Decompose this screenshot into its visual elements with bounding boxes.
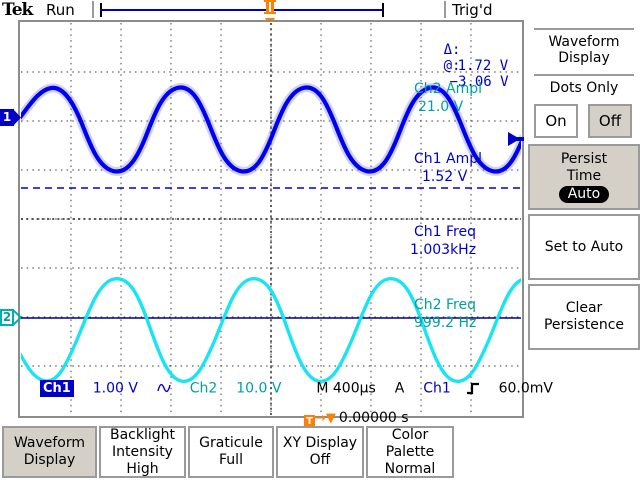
- ch2-label[interactable]: Ch2: [189, 380, 218, 397]
- trigger-level-arrow-icon: [508, 132, 524, 146]
- waveform-graticule[interactable]: Δ: 1.72 V @: −3.06 V Ch2 Ampl 21.0 V Ch1…: [18, 20, 553, 428]
- ch2-marker-pointer-icon: [13, 309, 21, 326]
- ch1-marker-pointer-icon: [13, 109, 21, 126]
- ch2-ground-marker[interactable]: 2: [0, 309, 21, 326]
- bottom-menu-waveform-display[interactable]: Waveform Display: [2, 426, 97, 478]
- trigger-type-label: A: [394, 380, 405, 397]
- cursor-delta-label: Δ:: [443, 42, 461, 58]
- record-length-bar: [100, 9, 384, 11]
- record-end-cap: [382, 3, 384, 17]
- bottom-menu-xy-display[interactable]: XY Display Off: [276, 426, 364, 478]
- clear-persistence-line2: Persistence: [543, 317, 625, 333]
- grid-dots: [21, 23, 521, 415]
- bottom-menu-color-palette[interactable]: Color Palette Normal: [366, 426, 454, 478]
- ch1-amplitude-label: Ch1 Ampl: [414, 151, 482, 167]
- bm2-line2: Full: [219, 452, 243, 468]
- acquisition-state-label: Run: [46, 1, 75, 19]
- ch1-scale-value[interactable]: 1.00 V: [92, 380, 138, 397]
- side-title-rule-top: [534, 28, 634, 30]
- topbar-divider-left: [92, 1, 94, 18]
- top-status-bar: Tek Run Trig'd: [0, 0, 640, 20]
- persist-time-value: Auto: [558, 186, 610, 203]
- bm3-line1: XY Display: [282, 435, 358, 451]
- ch1-frequency-label: Ch1 Freq: [414, 224, 476, 240]
- bm4-line1: Color: [391, 426, 429, 443]
- bm3-line2: Off: [309, 452, 331, 468]
- cursor-at-readout: @: −3.06 V: [393, 42, 509, 106]
- persist-time-line2: Time: [566, 168, 602, 184]
- ch1-amplitude-value: 1.52 V: [422, 169, 468, 185]
- bm2-line1: Graticule: [199, 435, 263, 451]
- ch1-marker-body: [0, 109, 14, 126]
- persist-time-line1: Persist: [560, 151, 608, 167]
- bm0-line2: Display: [23, 452, 76, 468]
- side-menu-title-line1: Waveform: [548, 34, 620, 50]
- ch1-selected-badge[interactable]: Ch1: [40, 380, 74, 397]
- ac-coupling-icon: [157, 383, 171, 392]
- ch2-frequency-label: Ch2 Freq: [414, 297, 476, 313]
- bm4-line2: Palette: [385, 443, 435, 460]
- side-menu-title: Waveform Display: [528, 30, 640, 76]
- channel-settings-row: Ch1 1.00 V Ch2 10.0 V M 400µs A Ch1 60.0…: [40, 380, 553, 400]
- dots-only-off-button[interactable]: Off: [588, 104, 632, 138]
- side-menu-title-line2: Display: [558, 50, 610, 66]
- ch2-waveform-trace: [21, 277, 521, 383]
- bottom-menu-backlight-intensity[interactable]: Backlight Intensity High: [99, 426, 186, 478]
- ch1-marker-label: 1: [2, 110, 12, 124]
- side-title-rule-bottom: [534, 74, 634, 76]
- graticule-grid-and-waveforms: [21, 23, 524, 415]
- timebase-value[interactable]: M 400µs: [316, 380, 376, 397]
- cursor-at-label: @:: [443, 58, 461, 74]
- tek-logo: Tek: [2, 0, 33, 20]
- trigger-position-marker-icon[interactable]: [263, 0, 277, 18]
- ch2-amplitude-value: 21.0 V: [418, 99, 464, 115]
- trigger-delay-icon: T: [304, 415, 315, 428]
- clear-persistence-line1: Clear: [565, 300, 603, 316]
- bm1-line1: Backlight: [109, 426, 176, 443]
- dots-only-on-button[interactable]: On: [534, 104, 578, 138]
- bm1-line3: High: [126, 460, 159, 477]
- dots-only-label: Dots Only: [549, 80, 619, 96]
- cursor-delta-value: 1.72 V: [457, 58, 509, 74]
- bottom-menu-graticule[interactable]: Graticule Full: [188, 426, 274, 478]
- trigger-state-label: Trig'd: [452, 1, 493, 19]
- trigger-level-value[interactable]: 60.0mV: [498, 380, 553, 397]
- record-length-bracket[interactable]: [100, 3, 384, 17]
- trigger-position-readout[interactable]: T →▼ 0.00000 s: [304, 410, 409, 428]
- clear-persistence-button[interactable]: Clear Persistence: [528, 284, 640, 350]
- ch2-scale-value[interactable]: 10.0 V: [236, 380, 282, 397]
- ch1-waveform-trace: [21, 83, 521, 176]
- bm0-line1: Waveform: [13, 435, 86, 451]
- cursor-delta-readout: Δ: 1.72 V: [393, 26, 509, 90]
- trigger-source-label[interactable]: Ch1: [423, 380, 451, 397]
- bm1-line2: Intensity: [112, 443, 173, 460]
- trigger-position-value: 0.00000 s: [338, 410, 409, 426]
- rising-edge-icon: [466, 382, 479, 394]
- topbar-divider-right: [444, 1, 446, 18]
- cursor-at-value: −3.06 V: [449, 74, 509, 90]
- cursor-lines: [21, 187, 521, 319]
- bm4-line3: Normal: [384, 460, 436, 477]
- set-to-auto-button[interactable]: Set to Auto: [528, 214, 640, 280]
- ch1-ground-marker[interactable]: 1: [0, 109, 21, 126]
- ch2-amplitude-label: Ch2 Ampl: [414, 81, 482, 97]
- ch1-frequency-value: 1.003kHz: [410, 242, 477, 258]
- ch2-marker-label: 2: [2, 310, 12, 324]
- persist-time-button[interactable]: Persist Time Auto: [528, 144, 640, 210]
- ch2-frequency-value: 999.2 Hz: [414, 315, 477, 331]
- dots-only-toggle-group[interactable]: On Off: [528, 104, 640, 138]
